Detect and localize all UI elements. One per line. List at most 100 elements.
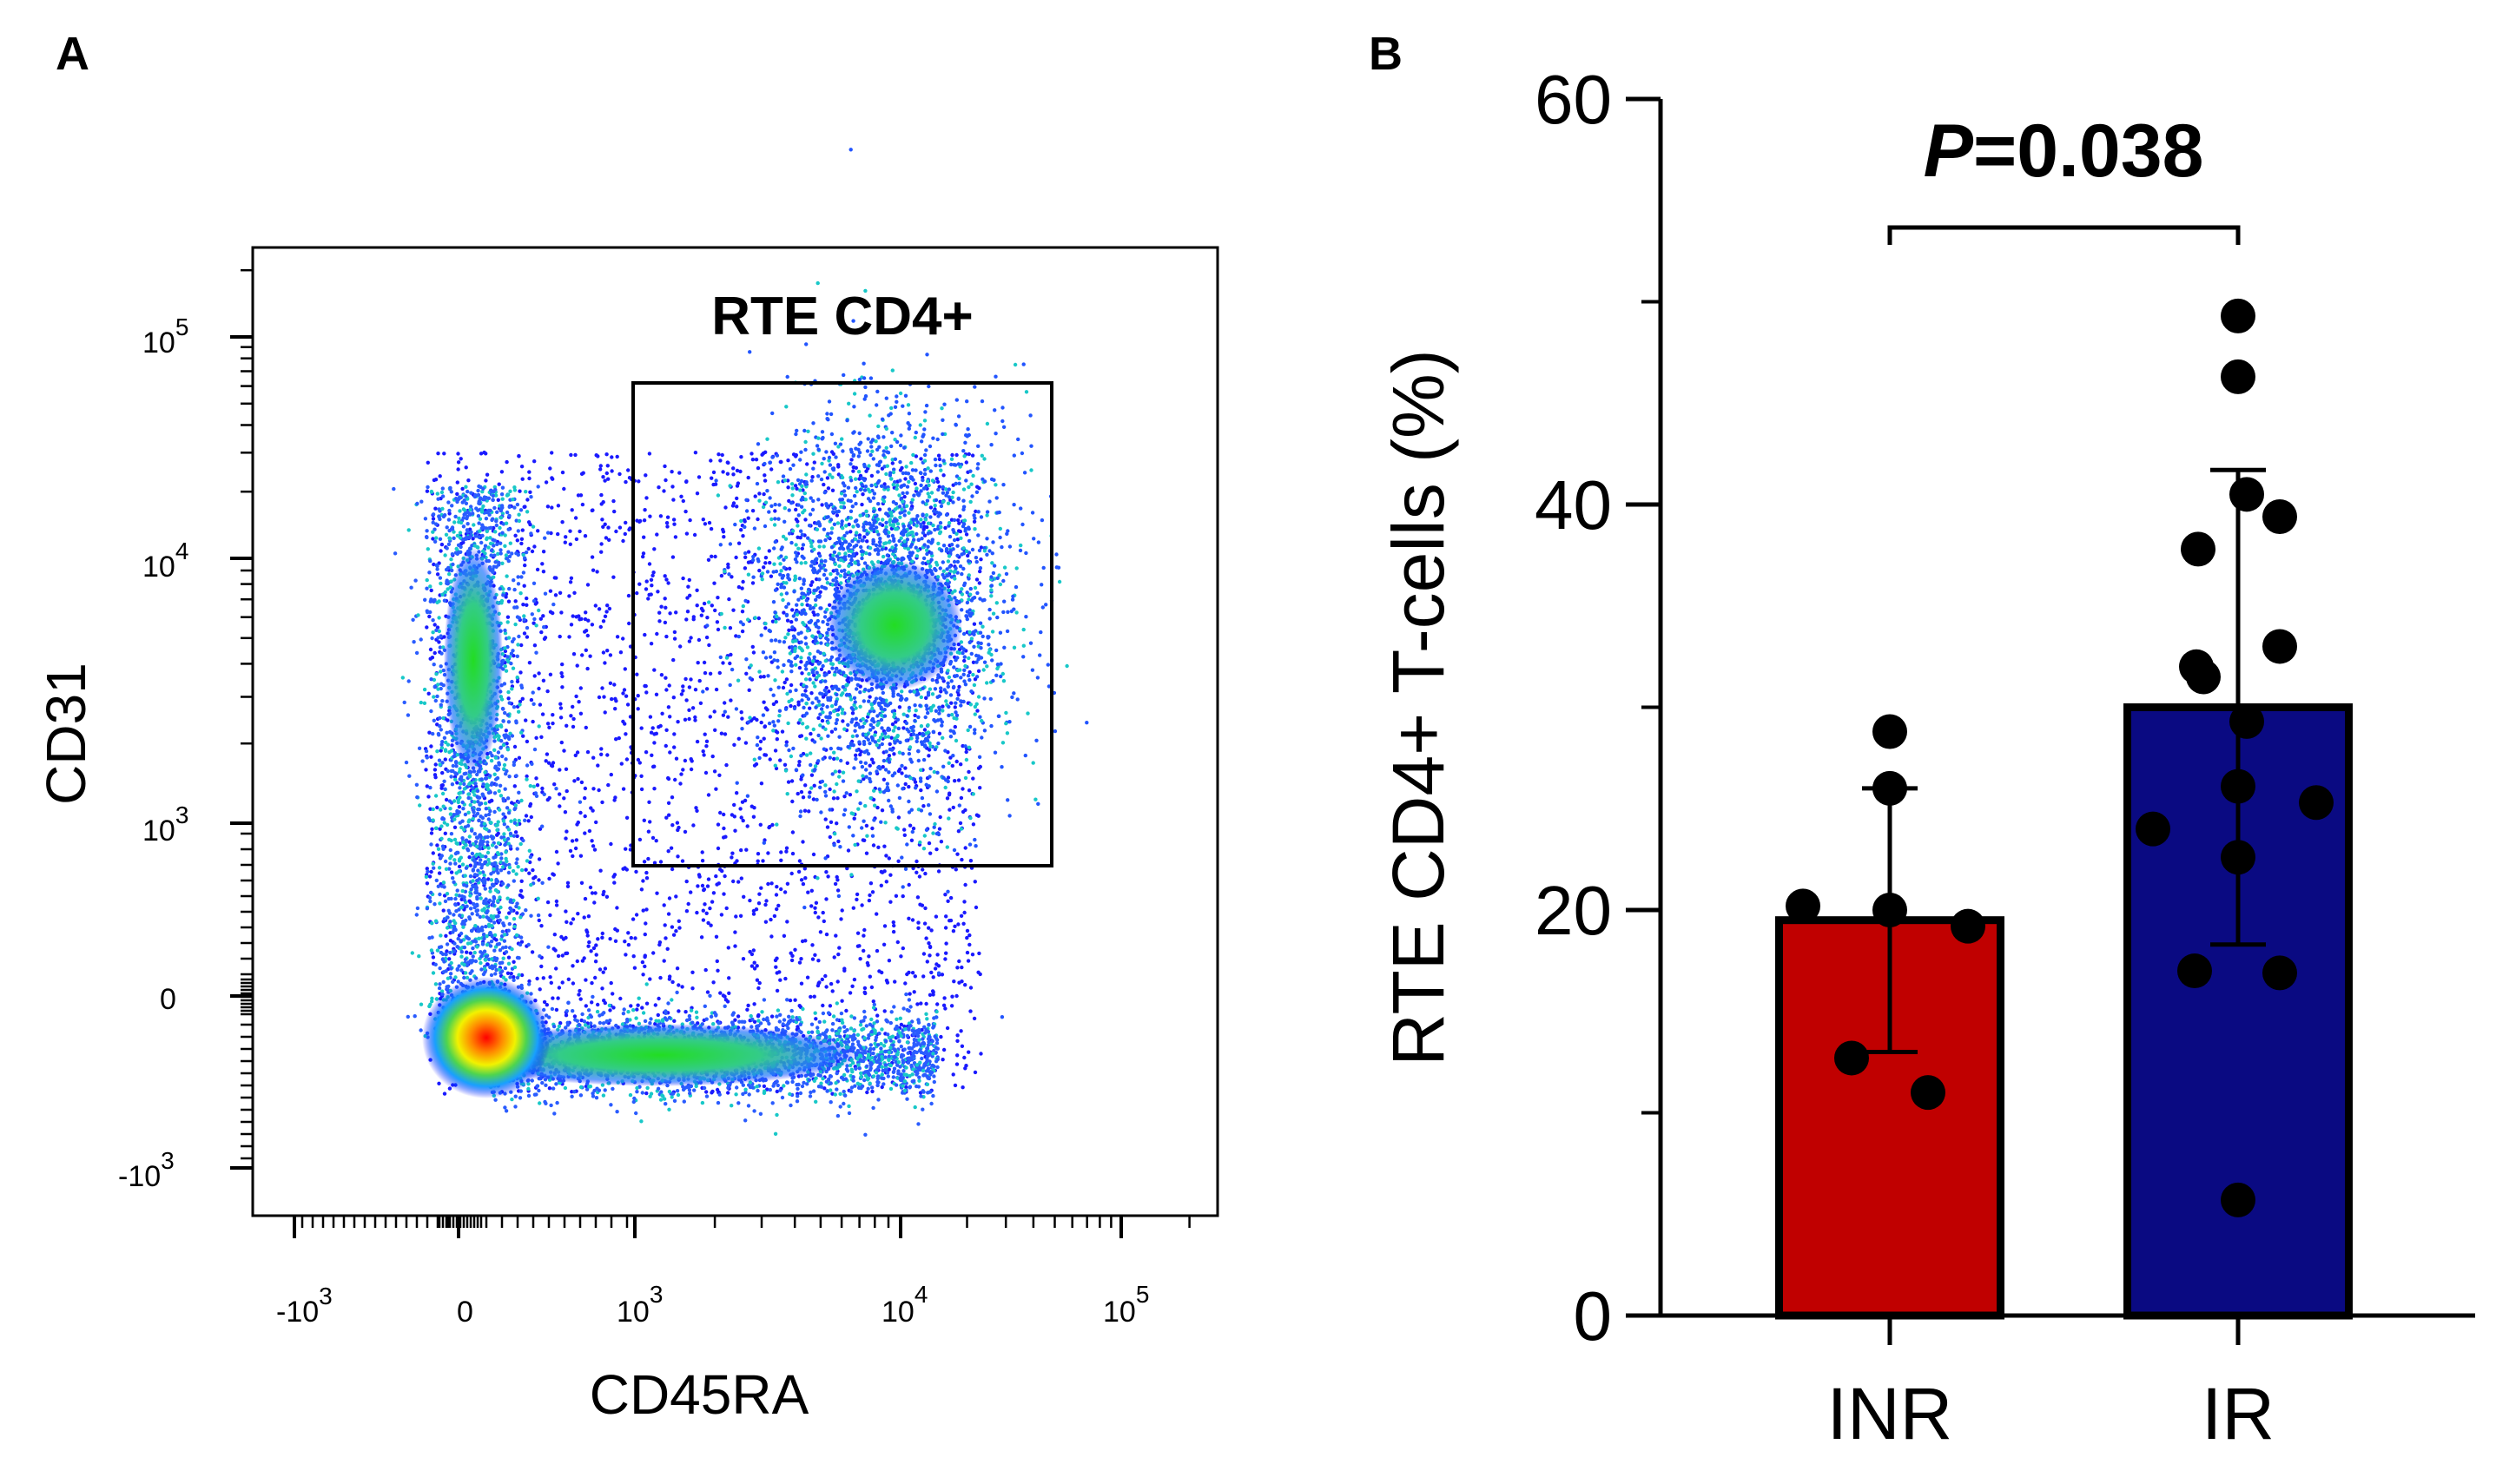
flow-event xyxy=(773,958,778,963)
flow-event xyxy=(505,615,511,619)
flow-event xyxy=(796,869,802,874)
flow-event xyxy=(454,909,459,913)
flow-event xyxy=(892,923,896,928)
flow-event xyxy=(505,510,510,515)
flow-event xyxy=(849,530,853,534)
flow-event xyxy=(554,899,559,904)
flow-event xyxy=(769,934,774,939)
flow-event xyxy=(432,695,436,699)
flow-event xyxy=(453,851,459,856)
flow-event xyxy=(574,694,578,699)
flow-event xyxy=(600,986,604,991)
flow-event xyxy=(903,782,908,787)
flow-event xyxy=(830,1092,835,1096)
flow-event xyxy=(622,688,627,692)
flow-event xyxy=(607,538,611,542)
flow-event xyxy=(521,571,526,575)
flow-event xyxy=(579,881,584,885)
flow-event xyxy=(821,910,825,915)
flow-event xyxy=(562,796,566,801)
flow-event xyxy=(655,631,659,636)
flow-event xyxy=(964,460,969,465)
flow-event xyxy=(626,593,631,598)
flow-event xyxy=(924,696,928,700)
flow-event xyxy=(550,505,554,510)
flow-event xyxy=(485,915,489,920)
flow-event xyxy=(558,768,562,772)
flow-event xyxy=(718,991,723,995)
flow-event xyxy=(515,605,519,610)
flow-event xyxy=(590,508,594,513)
flow-event xyxy=(829,820,834,824)
flow-event xyxy=(416,613,420,617)
flow-event xyxy=(583,617,588,622)
flow-event xyxy=(604,471,609,476)
flow-event xyxy=(704,744,709,749)
flow-event xyxy=(644,750,649,755)
flow-event xyxy=(789,958,795,963)
flow-event xyxy=(590,623,595,627)
flow-event xyxy=(797,760,802,764)
flow-event xyxy=(472,793,477,797)
flow-event xyxy=(565,788,569,794)
flow-event xyxy=(740,716,744,721)
flow-event xyxy=(870,1089,875,1094)
flow-event xyxy=(415,795,419,800)
flow-event xyxy=(484,478,488,483)
flow-event xyxy=(522,556,527,560)
flow-event xyxy=(855,931,861,935)
flow-event xyxy=(611,498,616,504)
flow-event xyxy=(644,690,649,695)
flow-event xyxy=(485,962,490,966)
flow-event xyxy=(435,491,439,496)
flow-event xyxy=(608,1008,612,1012)
flow-event xyxy=(920,1056,924,1061)
flow-event xyxy=(455,888,459,893)
flow-event xyxy=(573,753,578,758)
flow-event xyxy=(752,806,756,810)
flow-event xyxy=(513,803,518,808)
flow-event xyxy=(703,967,708,973)
flow-event xyxy=(489,553,493,557)
flow-event xyxy=(666,912,671,916)
flow-event xyxy=(497,762,501,767)
flow-event xyxy=(528,854,533,860)
flow-event xyxy=(499,868,504,873)
flow-event xyxy=(507,586,512,591)
flow-event xyxy=(447,511,452,516)
flow-event xyxy=(950,452,954,458)
flow-event xyxy=(520,477,525,481)
flow-event xyxy=(461,846,466,850)
flow-event xyxy=(799,660,803,664)
flow-event xyxy=(516,529,520,533)
flow-event xyxy=(431,530,435,534)
flow-event xyxy=(462,962,466,967)
flow-event xyxy=(718,810,723,815)
flow-event xyxy=(671,657,676,663)
flow-event xyxy=(521,734,525,738)
flow-event xyxy=(915,870,919,874)
flow-event xyxy=(689,677,693,682)
flow-event xyxy=(602,695,606,699)
flow-event xyxy=(923,906,928,911)
flow-event xyxy=(437,629,441,634)
flow-event xyxy=(634,913,639,917)
flow-event xyxy=(519,867,525,873)
flow-event xyxy=(457,805,462,809)
flow-event xyxy=(521,838,525,843)
flow-event xyxy=(542,625,546,630)
flow-event xyxy=(512,784,517,788)
flow-event xyxy=(978,764,983,769)
flow-event xyxy=(785,881,790,886)
flow-event xyxy=(681,498,685,504)
flow-event xyxy=(959,762,963,767)
flow-event xyxy=(487,918,492,922)
flow-event xyxy=(511,649,515,653)
flow-event xyxy=(828,787,832,792)
flow-event xyxy=(429,490,434,494)
flow-event xyxy=(624,732,628,736)
flow-event xyxy=(623,667,627,671)
flow-event xyxy=(484,954,489,959)
flow-event xyxy=(838,1105,842,1109)
flow-event xyxy=(429,755,433,759)
